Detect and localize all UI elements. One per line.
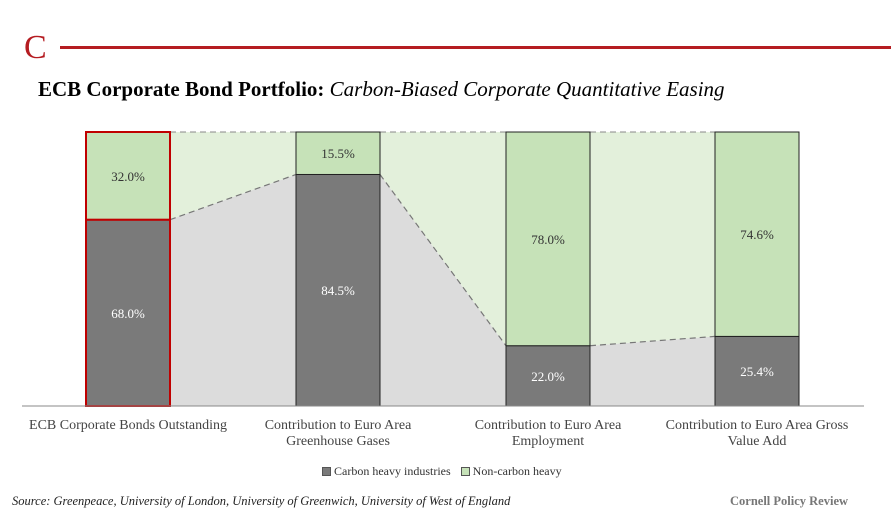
category-label: Value Add <box>728 434 787 449</box>
data-label-non-carbon-heavy: 74.6% <box>740 227 774 242</box>
source-note: Source: Greenpeace, University of London… <box>12 494 511 508</box>
logo-letter: C <box>24 29 47 66</box>
connector-line-split <box>379 174 507 347</box>
legend-label-non-carbon-heavy: Non-carbon heavy <box>472 464 562 478</box>
title-main: ECB Corporate Bond Portfolio: <box>38 77 325 101</box>
data-label-carbon-heavy: 84.5% <box>321 283 355 298</box>
legend-swatch-carbon-heavy <box>322 467 331 476</box>
connector-area-carbon <box>380 174 506 406</box>
bar-non-carbon-heavy <box>505 131 591 347</box>
top-rule <box>60 46 891 49</box>
chart-title: ECB Corporate Bond Portfolio: Carbon-Bia… <box>38 77 725 102</box>
data-label-non-carbon-heavy: 78.0% <box>531 232 565 247</box>
connector-area-non-carbon <box>380 132 506 346</box>
data-label-carbon-heavy: 68.0% <box>111 306 145 321</box>
bar-non-carbon-heavy <box>714 131 800 337</box>
legend-item-non-carbon-heavy: Non-carbon heavy <box>460 464 562 479</box>
brand-label: Cornell Policy Review <box>730 494 849 508</box>
category-label: ECB Corporate Bonds Outstanding <box>29 418 227 433</box>
legend-swatch-non-carbon-heavy <box>460 467 470 476</box>
bar-carbon-heavy <box>505 345 591 407</box>
category-label: Contribution to Euro Area Gross <box>666 418 849 433</box>
bar-carbon-heavy <box>714 335 800 407</box>
connector-area-carbon <box>170 174 296 406</box>
title-subtitle: Carbon-Biased Corporate Quantitative Eas… <box>329 77 725 101</box>
connector-area-non-carbon <box>170 132 296 220</box>
chart-legend: Carbon heavy industries Non-carbon heavy <box>322 464 572 479</box>
category-label: Greenhouse Gases <box>286 434 390 449</box>
data-label-carbon-heavy: 22.0% <box>531 369 565 384</box>
connector-area-non-carbon <box>590 132 715 346</box>
bar-non-carbon-heavy <box>295 131 381 175</box>
legend-label-carbon-heavy: Carbon heavy industries <box>334 464 451 478</box>
bar-non-carbon-heavy <box>85 131 171 221</box>
category-label: Contribution to Euro Area <box>475 418 622 433</box>
connector-area-carbon <box>590 336 715 406</box>
data-label-carbon-heavy: 25.4% <box>740 364 774 379</box>
category-label: Contribution to Euro Area <box>265 418 412 433</box>
connector-line-split <box>169 173 297 221</box>
data-label-non-carbon-heavy: 15.5% <box>321 146 355 161</box>
category-label: Employment <box>512 434 584 449</box>
bar-carbon-heavy <box>295 173 381 407</box>
legend-item-carbon-heavy: Carbon heavy industries <box>322 464 451 479</box>
connector-line-split <box>589 335 716 347</box>
data-label-non-carbon-heavy: 32.0% <box>111 169 145 184</box>
